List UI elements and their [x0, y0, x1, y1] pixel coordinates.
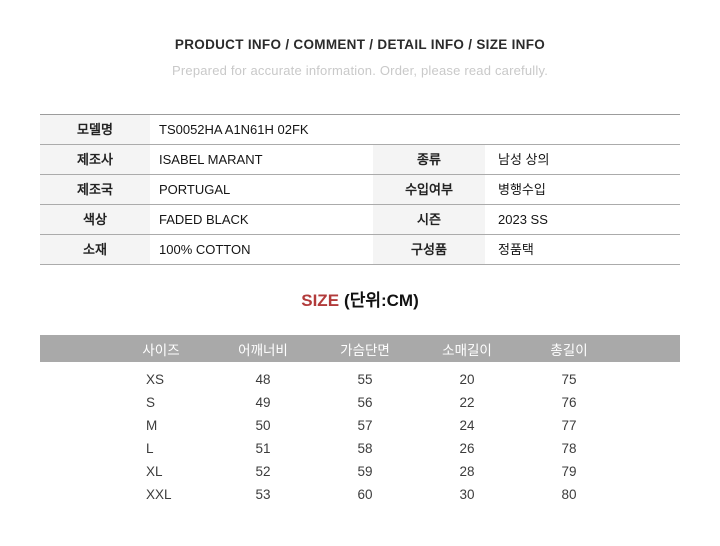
size-cell-shoulder: 51 [255, 441, 271, 456]
info-label-season: 시즌 [373, 205, 485, 235]
size-cell-length: 78 [561, 441, 577, 456]
size-cell-length: 75 [561, 372, 577, 387]
size-cell-sleeve: 20 [459, 372, 475, 387]
size-cell-length: 80 [561, 487, 577, 502]
size-cell-length: 79 [561, 464, 577, 479]
info-label-model: 모델명 [40, 115, 150, 145]
info-label-color: 색상 [40, 205, 150, 235]
size-cell-sleeve: 28 [459, 464, 475, 479]
size-col-length: 총길이 [550, 342, 588, 358]
size-row-m: M 50 57 24 77 [40, 414, 680, 437]
size-col-chest: 가슴단면 [340, 342, 390, 358]
size-cell-chest: 56 [357, 395, 373, 410]
size-cell-chest: 60 [357, 487, 373, 502]
size-cell-shoulder: 48 [255, 372, 271, 387]
size-cell-size: XS [146, 372, 165, 387]
page-subtitle: Prepared for accurate information. Order… [171, 63, 549, 78]
size-row-xxl: XXL 53 60 30 80 [40, 483, 680, 506]
size-cell-shoulder: 53 [255, 487, 271, 502]
info-value-model: TS0052HA A1N61H 02FK [150, 115, 680, 145]
size-cell-shoulder: 50 [255, 418, 271, 433]
size-cell-chest: 59 [357, 464, 373, 479]
size-cell-sleeve: 24 [459, 418, 475, 433]
size-row-xl: XL 52 59 28 79 [40, 460, 680, 483]
info-value-material: 100% COTTON [150, 235, 373, 265]
info-label-category: 종류 [373, 145, 485, 175]
size-heading-label: SIZE [301, 291, 340, 310]
size-table-body: XS 48 55 20 75 S 49 56 22 76 M 50 57 24 … [40, 362, 680, 506]
size-cell-chest: 58 [357, 441, 373, 456]
info-label-components: 구성품 [373, 235, 485, 265]
info-label-material: 소재 [40, 235, 150, 265]
info-value-manufacturer: ISABEL MARANT [150, 145, 373, 175]
size-heading-unit: (단위:CM) [344, 291, 419, 310]
size-cell-length: 76 [561, 395, 577, 410]
size-cell-size: S [146, 395, 156, 410]
info-label-country: 제조국 [40, 175, 150, 205]
size-col-shoulder: 어깨너비 [238, 342, 288, 358]
size-cell-chest: 57 [357, 418, 373, 433]
size-cell-size: XL [146, 464, 163, 479]
size-cell-chest: 55 [357, 372, 373, 387]
size-row-s: S 49 56 22 76 [40, 391, 680, 414]
info-label-import: 수입여부 [373, 175, 485, 205]
size-table: 사이즈 어깨너비 가슴단면 소매길이 총길이 XS 48 55 20 75 S … [40, 335, 680, 506]
size-cell-shoulder: 49 [255, 395, 271, 410]
size-cell-size: M [146, 418, 158, 433]
size-cell-sleeve: 30 [459, 487, 475, 502]
size-col-sleeve: 소매길이 [442, 342, 492, 358]
size-heading: SIZE (단위:CM) [0, 286, 720, 311]
size-cell-length: 77 [561, 418, 577, 433]
size-cell-shoulder: 52 [255, 464, 271, 479]
size-row-l: L 51 58 26 78 [40, 437, 680, 460]
size-cell-size: XXL [146, 487, 172, 502]
info-value-color: FADED BLACK [150, 205, 373, 235]
info-value-country: PORTUGAL [150, 175, 373, 205]
page-header: PRODUCT INFO / COMMENT / DETAIL INFO / S… [0, 0, 720, 78]
size-cell-sleeve: 22 [459, 395, 475, 410]
size-col-size: 사이즈 [142, 342, 180, 358]
page-title: PRODUCT INFO / COMMENT / DETAIL INFO / S… [174, 37, 546, 52]
info-value-category: 남성 상의 [485, 145, 680, 175]
product-info-table: 모델명 TS0052HA A1N61H 02FK 제조사 ISABEL MARA… [40, 114, 680, 265]
info-value-season: 2023 SS [485, 205, 680, 235]
info-value-components: 정품택 [485, 235, 680, 265]
size-cell-size: L [146, 441, 154, 456]
size-table-header: 사이즈 어깨너비 가슴단면 소매길이 총길이 [40, 335, 680, 362]
size-cell-sleeve: 26 [459, 441, 475, 456]
info-value-import: 병행수입 [485, 175, 680, 205]
info-label-manufacturer: 제조사 [40, 145, 150, 175]
size-row-xs: XS 48 55 20 75 [40, 368, 680, 391]
